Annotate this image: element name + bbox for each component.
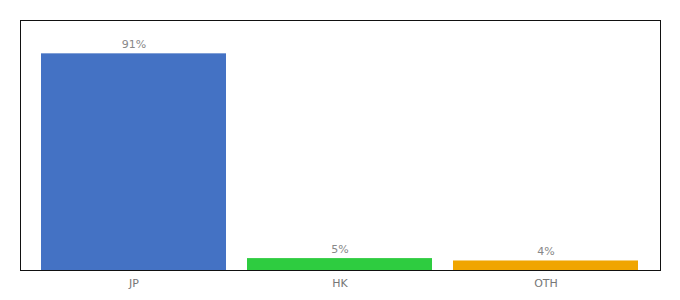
svg-text:91%: 91% — [122, 38, 146, 51]
svg-text:OTH: OTH — [534, 277, 558, 290]
svg-text:HK: HK — [332, 277, 348, 290]
svg-text:4%: 4% — [537, 245, 554, 258]
svg-text:JP: JP — [128, 277, 139, 290]
svg-text:5%: 5% — [331, 243, 348, 256]
